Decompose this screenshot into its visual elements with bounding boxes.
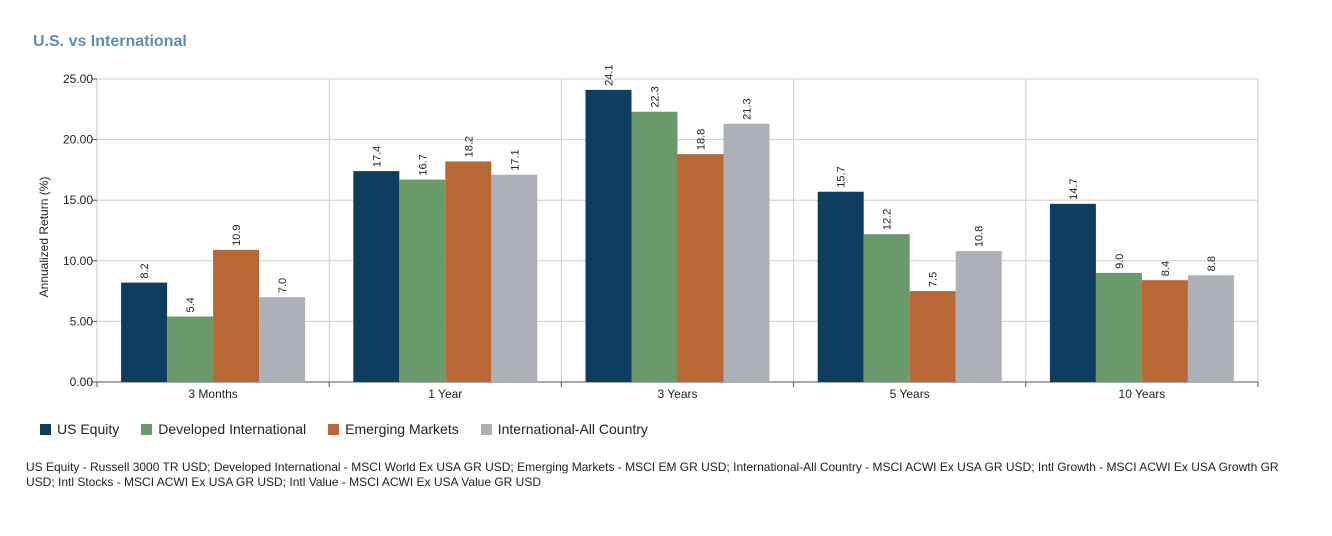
legend-label: US Equity [57,421,120,437]
bar [909,291,956,382]
bar [1095,272,1142,382]
y-tick-label: 10.00 [63,254,93,268]
data-label: 17.1 [509,149,521,170]
legend-swatch-developed-international [141,423,153,435]
y-axis-label: Annualized Return (%) [37,177,51,298]
bar [1141,280,1188,382]
chart-legend: US Equity Developed International Emergi… [40,421,648,437]
bar [677,154,724,382]
legend-swatch-emerging-markets [328,423,340,435]
x-tick-label: 1 Year [428,387,462,401]
legend-label: Emerging Markets [345,421,459,437]
data-label: 10.8 [974,226,986,247]
data-label: 22.3 [650,86,662,107]
data-label: 7.0 [277,278,289,293]
legend-item-international-all-country: International-All Country [480,421,648,437]
bar [1049,203,1096,382]
legend-swatch-us-equity [40,423,51,435]
legend-label: Developed International [158,421,307,437]
data-label: 16.7 [417,154,429,175]
x-tick-label: 3 Months [188,387,237,401]
data-label: 14.7 [1068,178,1080,199]
bar [445,161,492,382]
x-tick-label: 3 Years [657,387,697,401]
x-tick-label: 5 Years [890,387,930,401]
bar [723,123,770,383]
y-tick-label: 25.00 [63,72,93,86]
legend-item-us-equity: US Equity [40,421,119,437]
y-tick-label: 0.00 [70,375,94,389]
data-label: 21.3 [742,98,754,119]
data-label: 7.5 [928,272,940,287]
data-label: 8.4 [1160,261,1172,276]
bar [353,171,400,382]
data-label: 18.8 [696,129,708,150]
y-tick-label: 20.00 [63,133,93,147]
bar [585,89,632,383]
y-tick-label: 5.00 [70,314,94,328]
legend-swatch-international-all-country [480,423,492,435]
bar [955,251,1002,382]
benchmark-footnote: US Equity - Russell 3000 TR USD; Develop… [26,460,1279,489]
data-label: 8.8 [1206,256,1218,271]
data-label: 18.2 [463,136,475,157]
bar [631,111,678,382]
legend-label: International-All Country [497,421,648,437]
data-label: 5.4 [185,297,197,312]
data-label: 24.1 [604,64,616,85]
data-label: 9.0 [1114,254,1126,269]
legend-item-developed-international: Developed International [141,421,306,437]
bar [491,174,538,382]
y-tick-label: 15.00 [63,193,93,207]
chart-title: U.S. vs International [33,33,187,50]
data-label: 12.2 [882,209,894,230]
label-layer: 3 Months 8.2 5.4 10.9 7.0 1 Year 17.4 16.7 18.2 1… [139,64,1218,401]
legend-item-emerging-markets: Emerging Markets [328,421,459,437]
data-label: 8.2 [139,263,151,278]
bar [167,316,214,382]
bar-chart: 0.00 5.00 10.00 15.00 20.00 25.00 3 Months 8.2… [37,64,1259,401]
data-label: 17.4 [371,146,383,167]
data-label: 15.7 [836,166,848,187]
bar [121,282,168,382]
bar-layer [121,89,1234,383]
bar [213,249,260,382]
bar [399,179,446,382]
bar [817,191,864,382]
bar [863,234,910,382]
bar [259,297,306,382]
bar [1187,275,1234,382]
data-label: 10.9 [231,224,243,245]
x-tick-label: 10 Years [1119,387,1166,401]
